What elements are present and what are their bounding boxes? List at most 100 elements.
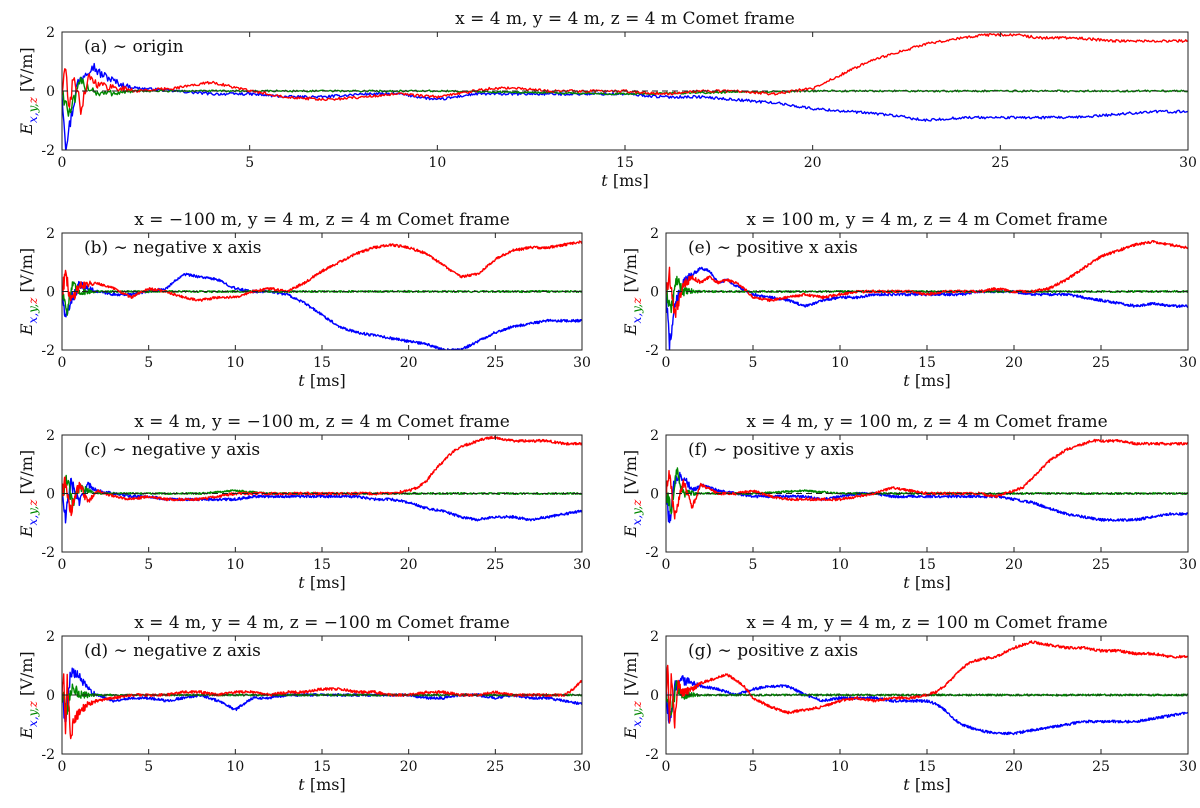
xtick-label-c: 10 xyxy=(226,557,244,573)
panel-e: x = 100 m, y = 4 m, z = 4 m Comet frame 0… xyxy=(621,210,1197,390)
xtick-label-b: 25 xyxy=(486,355,504,371)
ytick-label-e: 2 xyxy=(650,226,659,242)
xtick-label-e: 20 xyxy=(1005,355,1023,371)
ytick-label-c: 0 xyxy=(46,487,55,503)
series-e-y-f xyxy=(666,467,1188,515)
ytick-label-d: 0 xyxy=(46,688,55,704)
xtick-label-a: 30 xyxy=(1179,155,1197,171)
panel-annotation-f: (f) ∼ positive y axis xyxy=(688,440,854,460)
xtick-label-g: 30 xyxy=(1179,759,1197,775)
ylabel-b: Ex,y,z [V/m] xyxy=(17,248,40,336)
ytick-label-g: 2 xyxy=(650,629,659,645)
series-e-y-a xyxy=(62,76,1188,117)
xlabel-d: t [ms] xyxy=(298,775,345,794)
xtick-label-f: 10 xyxy=(831,557,849,573)
panel-annotation-g: (g) ∼ positive z axis xyxy=(688,641,858,661)
ytick-label-b: 0 xyxy=(46,285,55,301)
xlabel-g: t [ms] xyxy=(903,775,950,794)
xtick-label-f: 30 xyxy=(1179,557,1197,573)
xtick-label-b: 5 xyxy=(144,355,153,371)
xtick-label-f: 5 xyxy=(749,557,758,573)
xlabel-c: t [ms] xyxy=(298,573,345,592)
xtick-label-d: 20 xyxy=(400,759,418,775)
plot-area-f xyxy=(666,438,1188,524)
xtick-label-d: 10 xyxy=(226,759,244,775)
xtick-label-d: 5 xyxy=(144,759,153,775)
xlabel-a: t [ms] xyxy=(601,171,648,190)
series-e-x-c xyxy=(62,477,582,524)
panel-a: x = 4 m, y = 4 m, z = 4 m Comet frame 0 5 1… xyxy=(17,9,1197,190)
ytick-label-b: 2 xyxy=(46,226,55,242)
xtick-label-c: 15 xyxy=(313,557,331,573)
xtick-label-g: 20 xyxy=(1005,759,1023,775)
ytick-label-b: -2 xyxy=(41,343,55,359)
xtick-label-g: 5 xyxy=(749,759,758,775)
series-e-y-c xyxy=(62,474,582,509)
xtick-label-g: 10 xyxy=(831,759,849,775)
plot-area-g xyxy=(666,640,1188,736)
xlabel-b: t [ms] xyxy=(298,371,345,390)
xtick-label-e: 0 xyxy=(662,355,671,371)
xtick-label-c: 20 xyxy=(400,557,418,573)
xtick-label-c: 5 xyxy=(144,557,153,573)
plot-area-b xyxy=(62,240,582,350)
panel-title-f: x = 4 m, y = 100 m, z = 4 m Comet frame xyxy=(746,412,1107,432)
series-e-x-e xyxy=(666,266,1188,350)
plot-area-a xyxy=(62,33,1188,150)
xtick-label-f: 0 xyxy=(662,557,671,573)
panel-g: x = 4 m, y = 4 m, z = 100 m Comet frame 0… xyxy=(621,613,1197,794)
xtick-label-b: 20 xyxy=(400,355,418,371)
panel-b: x = −100 m, y = 4 m, z = 4 m Comet frame… xyxy=(17,210,591,390)
ytick-label-g: -2 xyxy=(645,747,659,763)
xtick-label-a: 20 xyxy=(804,155,822,171)
panel-annotation-d: (d) ∼ negative z axis xyxy=(84,641,261,661)
xlabel-e: t [ms] xyxy=(903,371,950,390)
ytick-label-g: 0 xyxy=(650,688,659,704)
xtick-label-a: 15 xyxy=(616,155,634,171)
panel-c: x = 4 m, y = −100 m, z = 4 m Comet frame… xyxy=(17,412,591,592)
ytick-label-e: 0 xyxy=(650,285,659,301)
xtick-label-e: 5 xyxy=(749,355,758,371)
panel-title-b: x = −100 m, y = 4 m, z = 4 m Comet frame xyxy=(134,210,510,230)
xtick-label-b: 15 xyxy=(313,355,331,371)
ytick-label-d: -2 xyxy=(41,747,55,763)
xtick-label-f: 15 xyxy=(918,557,936,573)
xtick-label-a: 10 xyxy=(428,155,446,171)
ylabel-d: Ex,y,z [V/m] xyxy=(17,651,40,739)
xtick-label-b: 30 xyxy=(573,355,591,371)
xtick-label-g: 0 xyxy=(662,759,671,775)
xtick-label-c: 25 xyxy=(486,557,504,573)
series-e-z-g xyxy=(666,640,1188,729)
ylabel-e: Ex,y,z [V/m] xyxy=(621,248,644,336)
series-e-z-a xyxy=(62,33,1188,115)
panel-annotation-a: (a) ∼ origin xyxy=(84,37,184,57)
xtick-label-c: 30 xyxy=(573,557,591,573)
xtick-label-d: 30 xyxy=(573,759,591,775)
xtick-label-c: 0 xyxy=(58,557,67,573)
ytick-label-d: 2 xyxy=(46,629,55,645)
panel-title-d: x = 4 m, y = 4 m, z = −100 m Comet frame xyxy=(134,613,510,633)
ylabel-a: Ex,y,z [V/m] xyxy=(17,47,40,135)
xtick-label-b: 10 xyxy=(226,355,244,371)
xtick-label-a: 5 xyxy=(245,155,254,171)
ytick-label-a: -2 xyxy=(41,143,55,159)
panel-title-g: x = 4 m, y = 4 m, z = 100 m Comet frame xyxy=(746,613,1107,633)
panel-title-c: x = 4 m, y = −100 m, z = 4 m Comet frame xyxy=(134,412,510,432)
xtick-label-f: 25 xyxy=(1092,557,1110,573)
series-e-z-e xyxy=(666,240,1188,318)
xtick-label-e: 10 xyxy=(831,355,849,371)
panel-annotation-c: (c) ∼ negative y axis xyxy=(84,440,260,460)
ytick-label-a: 0 xyxy=(46,84,55,100)
plot-area-d xyxy=(62,667,582,740)
xtick-label-e: 25 xyxy=(1092,355,1110,371)
ylabel-g: Ex,y,z [V/m] xyxy=(621,651,644,739)
series-e-y-b xyxy=(62,281,582,316)
xtick-label-g: 25 xyxy=(1092,759,1110,775)
series-e-z-b xyxy=(62,240,582,302)
xtick-label-f: 20 xyxy=(1005,557,1023,573)
series-e-x-f xyxy=(666,471,1188,524)
ytick-label-c: 2 xyxy=(46,428,55,444)
panel-title-a: x = 4 m, y = 4 m, z = 4 m Comet frame xyxy=(455,9,795,29)
panel-annotation-e: (e) ∼ positive x axis xyxy=(688,238,858,258)
ytick-label-f: 2 xyxy=(650,428,659,444)
